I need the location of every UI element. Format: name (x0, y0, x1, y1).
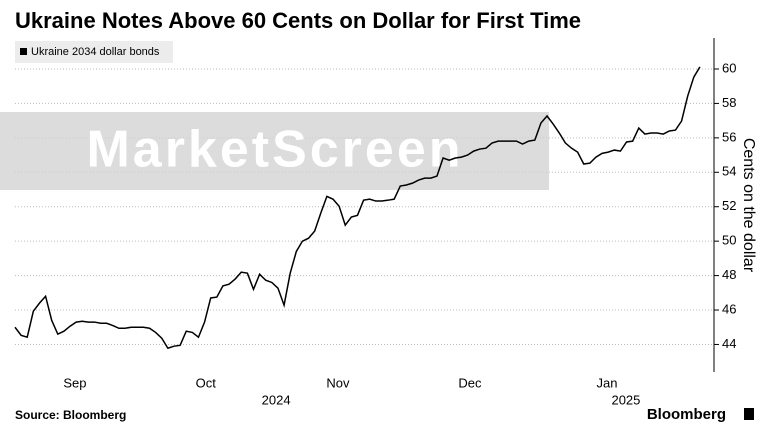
line (14, 66, 701, 350)
y-tick-label: 60 (722, 60, 736, 75)
watermark-band (0, 112, 549, 190)
watermark: MarketScreen (86, 121, 463, 179)
y-tick-label: 52 (722, 198, 736, 213)
y-tick-label: 54 (722, 164, 736, 179)
brand: Bloomberg (647, 406, 726, 423)
y-tick-label: 48 (722, 267, 736, 282)
x-tick-label: Sep (63, 375, 86, 390)
brand-icon (744, 408, 754, 420)
y-axis-label: Cents on the dollar (740, 138, 757, 273)
x-tick-label: Oct (196, 375, 217, 390)
y-tick-label: 58 (722, 95, 736, 110)
x-group-label: 2024 (262, 392, 291, 407)
legend-box (15, 41, 173, 63)
x-tick-label: Nov (326, 375, 350, 390)
legend-swatch (20, 48, 27, 55)
y-tick-label: 56 (722, 129, 736, 144)
legend-label: Ukraine 2034 dollar bonds (31, 46, 160, 58)
x-tick-label: Dec (458, 375, 482, 390)
y-tick-label: 46 (722, 301, 736, 316)
x-group-label: 2025 (611, 392, 640, 407)
x-tick-label: Jan (596, 375, 617, 390)
y-tick-label: 44 (722, 336, 736, 351)
source: Source: Bloomberg (15, 408, 126, 422)
chart-title: Ukraine Notes Above 60 Cents on Dollar f… (15, 8, 581, 33)
y-tick-label: 50 (722, 233, 736, 248)
